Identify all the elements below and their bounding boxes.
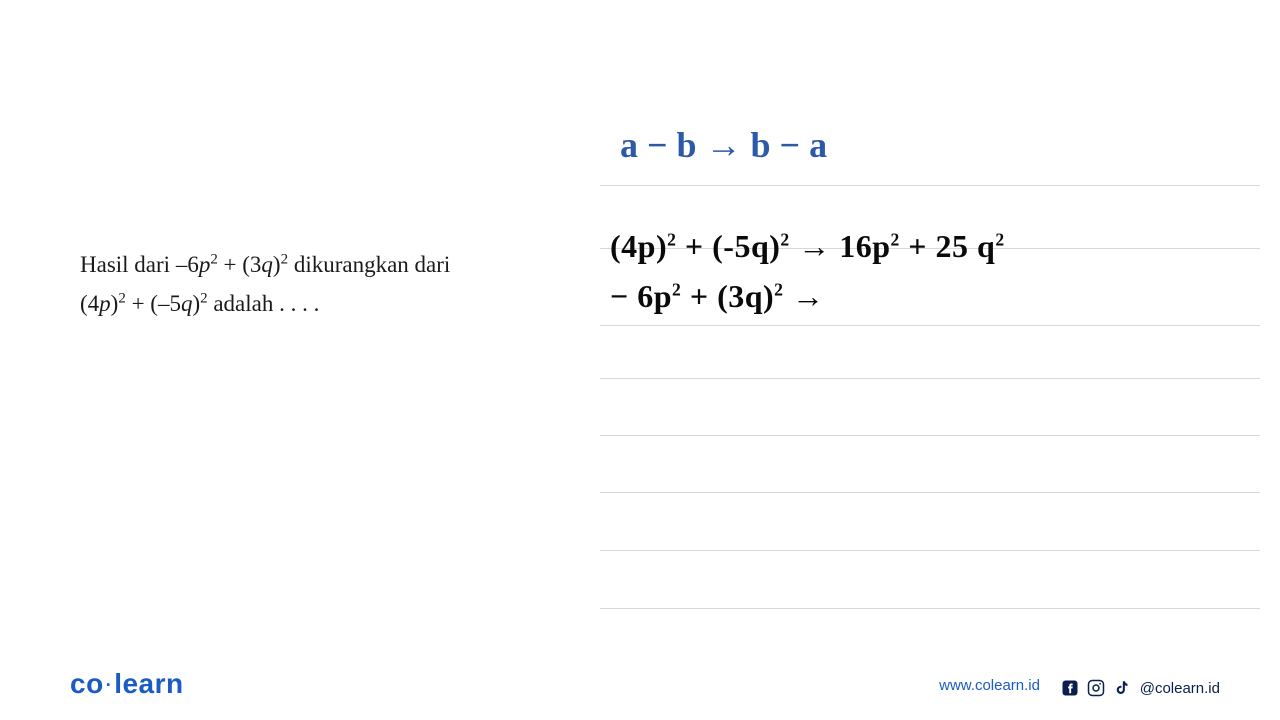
logo-left: co xyxy=(70,668,104,699)
q-var: q xyxy=(261,252,273,277)
handwriting-hint: a − b → b − a xyxy=(620,124,827,166)
q-exp: 2 xyxy=(210,251,217,267)
ruled-line xyxy=(600,492,1260,493)
logo-right: learn xyxy=(114,668,183,699)
q-text: Hasil dari xyxy=(80,252,176,277)
logo-dot: · xyxy=(104,675,115,695)
q-exp: 2 xyxy=(281,251,288,267)
ruled-line xyxy=(600,378,1260,379)
q-coef: –6 xyxy=(176,252,199,277)
q-var: q xyxy=(181,291,193,316)
q-var: p xyxy=(199,252,211,277)
ruled-line xyxy=(600,325,1260,326)
ruled-line xyxy=(600,550,1260,551)
q-text: + (3 xyxy=(218,252,262,277)
footer: co·learn www.colearn.id @colearn.id xyxy=(0,660,1280,700)
q-text: (4 xyxy=(80,291,99,316)
q-var: p xyxy=(99,291,111,316)
q-exp: 2 xyxy=(200,290,207,306)
facebook-icon xyxy=(1060,678,1080,698)
ruled-line xyxy=(600,185,1260,186)
q-text: dikurangkan dari xyxy=(288,252,450,277)
q-text: ) xyxy=(192,291,200,316)
social-handle: @colearn.id xyxy=(1140,680,1220,697)
tiktok-icon xyxy=(1112,678,1132,698)
question-text: Hasil dari –6p2 + (3q)2 dikurangkan dari… xyxy=(80,245,560,323)
instagram-icon xyxy=(1086,678,1106,698)
social-links: @colearn.id xyxy=(1060,678,1220,698)
handwriting-step-1: (4p)2 + (-5q)2 → 16p2 + 25 q2 xyxy=(610,228,1005,265)
q-text: adalah . . . . xyxy=(208,291,320,316)
q-text: ) xyxy=(273,252,281,277)
handwriting-step-2: − 6p2 + (3q)2 → xyxy=(610,278,824,315)
brand-logo: co·learn xyxy=(70,668,184,700)
q-text: + (–5 xyxy=(126,291,181,316)
q-exp: 2 xyxy=(118,290,125,306)
ruled-line xyxy=(600,435,1260,436)
ruled-line xyxy=(600,608,1260,609)
website-url: www.colearn.id xyxy=(939,677,1040,694)
